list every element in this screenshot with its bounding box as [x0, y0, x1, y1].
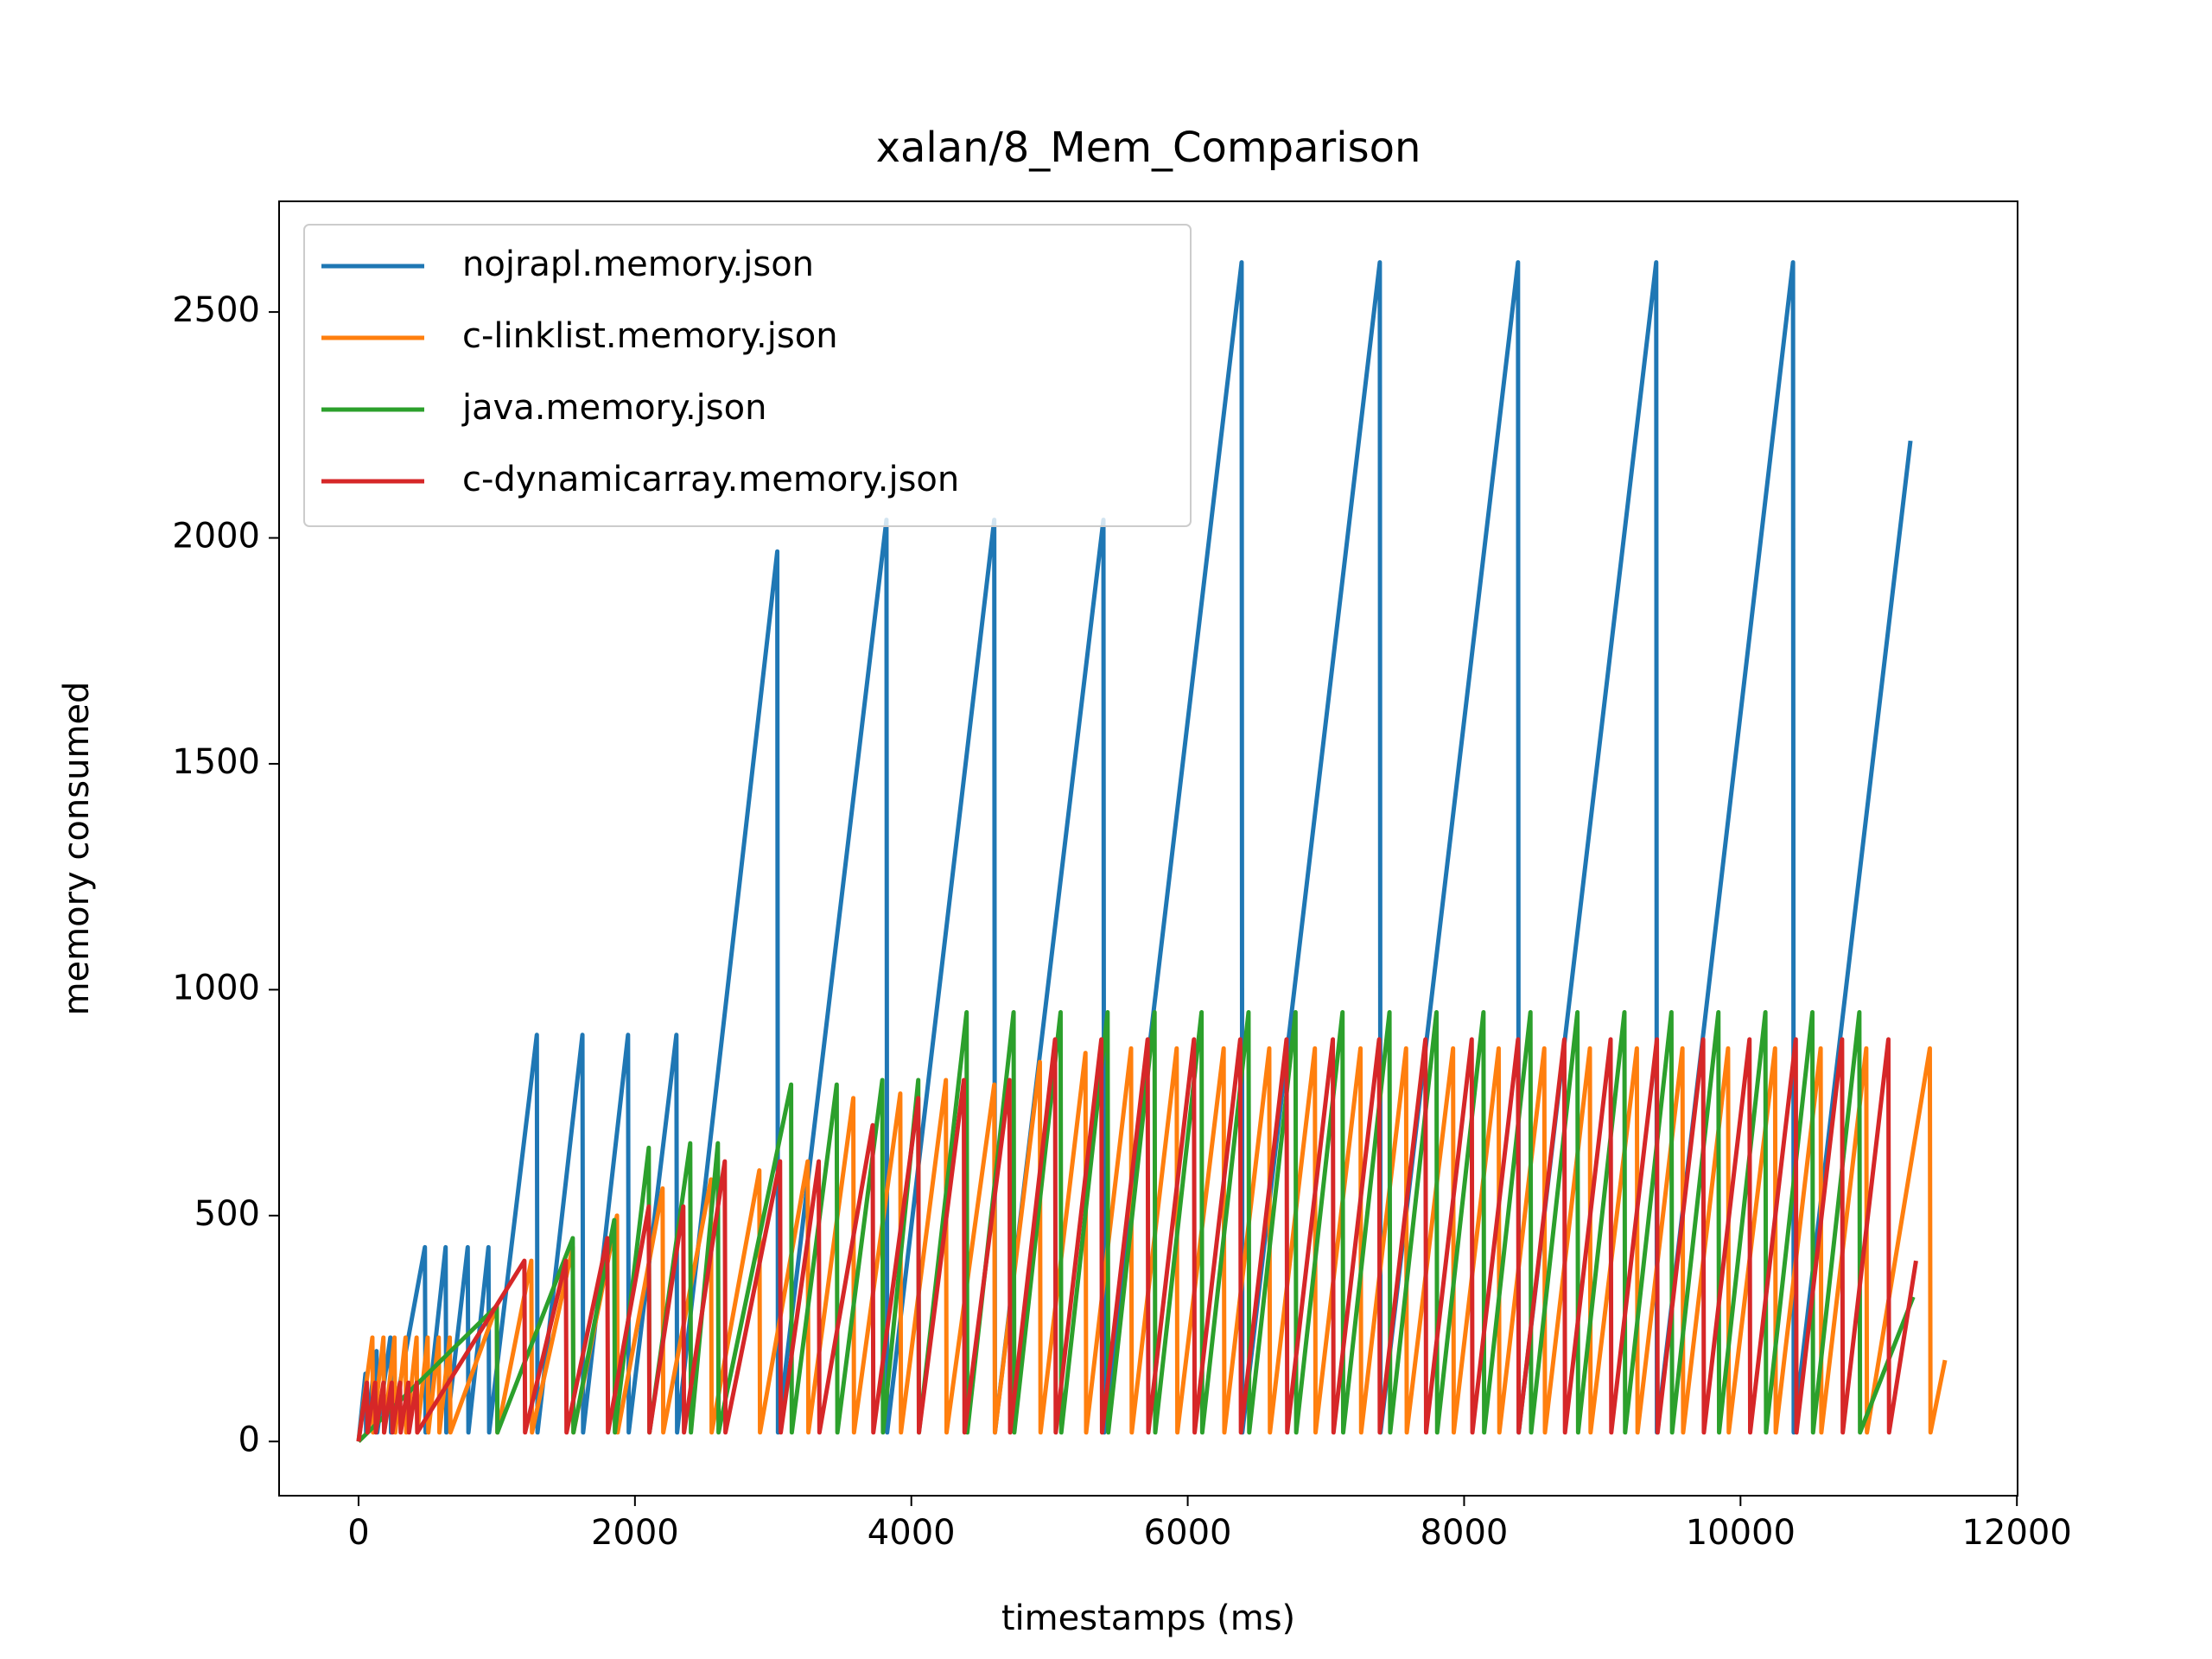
- chart-title: xalan/8_Mem_Comparison: [876, 124, 1421, 172]
- legend-label: c-linklist.memory.json: [462, 316, 838, 356]
- x-axis-label: timestamps (ms): [1001, 1599, 1295, 1638]
- y-axis-label: memory consumed: [57, 682, 97, 1016]
- legend-label: nojrapl.memory.json: [462, 245, 814, 284]
- x-tick-label: 8000: [1421, 1513, 1509, 1553]
- series-line: [357, 1010, 1916, 1444]
- legend-label: c-dynamicarray.memory.json: [462, 460, 959, 499]
- plot-frame: [278, 200, 2018, 1497]
- y-tick-label: 0: [238, 1420, 260, 1459]
- x-tick-label: 4000: [868, 1513, 956, 1553]
- x-tick-label: 2000: [591, 1513, 679, 1553]
- x-tick-label: 6000: [1144, 1513, 1232, 1553]
- series-line: [356, 1046, 1948, 1442]
- series-line: [356, 1037, 1918, 1442]
- y-tick-label: 500: [194, 1194, 260, 1234]
- y-tick-label: 1000: [172, 968, 260, 1007]
- y-tick-label: 2500: [172, 290, 260, 330]
- x-tick-label: 10000: [1686, 1513, 1796, 1553]
- legend-box: [303, 224, 1192, 527]
- x-tick-label: 0: [347, 1513, 369, 1553]
- legend-label: java.memory.json: [461, 388, 766, 428]
- y-tick-label: 2000: [172, 517, 260, 556]
- x-tick-label: 12000: [1962, 1513, 2072, 1553]
- y-tick-label: 1500: [172, 742, 260, 782]
